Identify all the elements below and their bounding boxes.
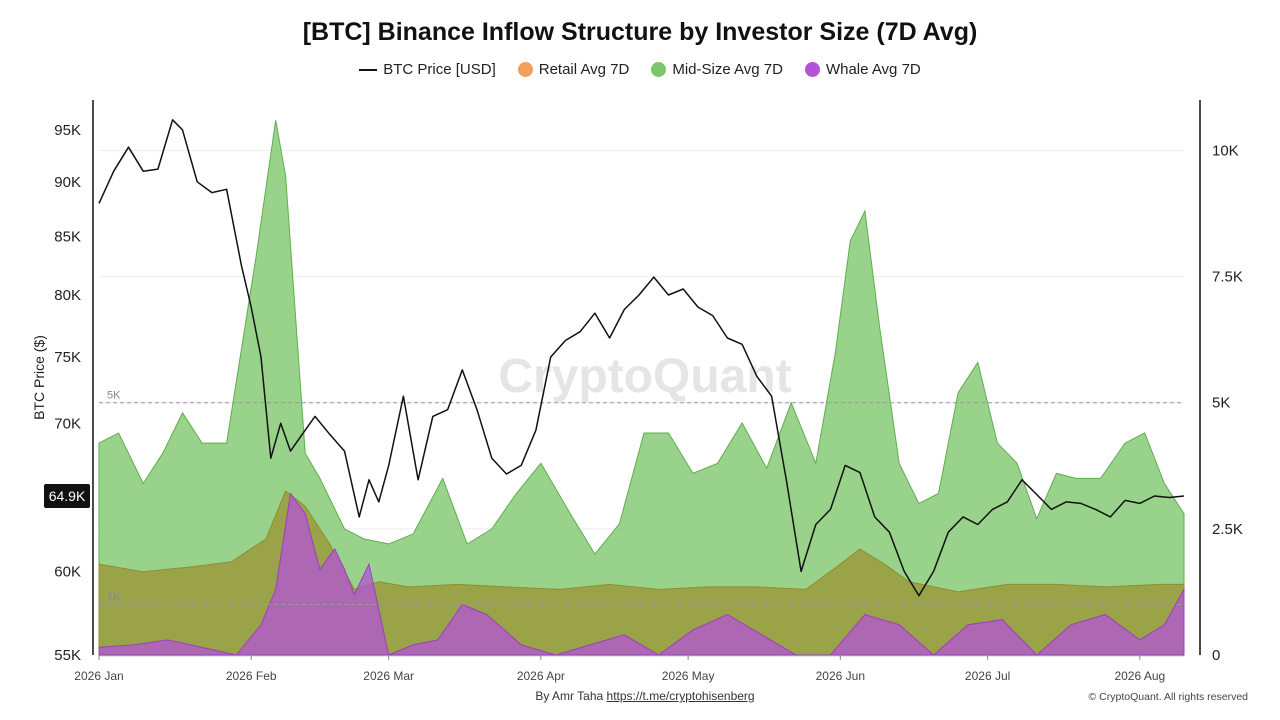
reference-label-5K: 5K	[107, 390, 121, 402]
left-tick-label: 70K	[54, 415, 81, 432]
x-tick-label: 2026 Feb	[226, 669, 277, 683]
x-tick-label: 2026 Aug	[1114, 669, 1165, 683]
legend-label-whale: Whale Avg 7D	[825, 61, 921, 78]
current-price-badge: 64.9K	[44, 484, 90, 508]
area-layer	[98, 120, 1185, 656]
author-link[interactable]: https://t.me/cryptohisenberg	[606, 689, 755, 703]
right-tick-label: 10K	[1212, 142, 1239, 159]
reference-lines: 5K 1K	[99, 390, 1184, 606]
legend-label-retail: Retail Avg 7D	[538, 61, 630, 78]
price-line-swatch	[359, 68, 378, 71]
midsize-area	[98, 120, 1185, 656]
legend-item-midsize[interactable]: Mid-Size Avg 7D	[651, 61, 783, 78]
x-tick-label: 2026 Jun	[816, 669, 865, 683]
legend-item-retail[interactable]: Retail Avg 7D	[517, 61, 630, 78]
copyright-notice: © CryptoQuant. All rights reserved	[1088, 691, 1248, 703]
price-line-layer	[98, 119, 1185, 597]
x-tick-label: 2026 Apr	[517, 669, 565, 683]
reference-label-1K: 1K	[107, 592, 121, 604]
right-tick-label: 0	[1212, 647, 1220, 664]
x-tick-label: 2026 Jan	[74, 669, 123, 683]
whale-area	[98, 492, 1185, 656]
x-tick-label: 2026 Jul	[965, 669, 1010, 683]
left-tick-label: 95K	[54, 122, 81, 139]
legend-item-whale[interactable]: Whale Avg 7D	[804, 61, 921, 78]
x-tick-label: 2026 May	[662, 669, 715, 683]
left-axis-title: BTC Price ($)	[31, 335, 47, 420]
footer-author: By Amr Taha https://t.me/cryptohisenberg	[0, 689, 1280, 703]
left-tick-label: 55K	[54, 647, 81, 664]
left-tick-label: 75K	[54, 349, 81, 366]
btc-price-line	[98, 119, 1185, 597]
left-tick-label: 60K	[54, 563, 81, 580]
retail-dot-swatch	[517, 62, 533, 77]
left-tick-label: 85K	[54, 229, 81, 246]
right-tick-label: 5K	[1212, 395, 1230, 412]
right-tick-label: 2.5K	[1212, 521, 1243, 538]
left-tick-label: 90K	[54, 174, 81, 191]
whale-dot-swatch	[804, 62, 820, 77]
legend-label-midsize: Mid-Size Avg 7D	[672, 61, 783, 78]
legend-label-price: BTC Price [USD]	[383, 61, 496, 78]
x-tick-label: 2026 Mar	[363, 669, 414, 683]
chart-title: [BTC] Binance Inflow Structure by Invest…	[302, 18, 978, 46]
chart-legend: BTC Price [USD] Retail Avg 7D Mid-Size A…	[0, 61, 1280, 78]
right-tick-label: 7.5K	[1212, 269, 1243, 286]
left-tick-label: 80K	[54, 287, 81, 304]
legend-item-price[interactable]: BTC Price [USD]	[359, 61, 496, 78]
midsize-dot-swatch	[651, 62, 667, 77]
author-name: By Amr Taha	[535, 689, 604, 703]
